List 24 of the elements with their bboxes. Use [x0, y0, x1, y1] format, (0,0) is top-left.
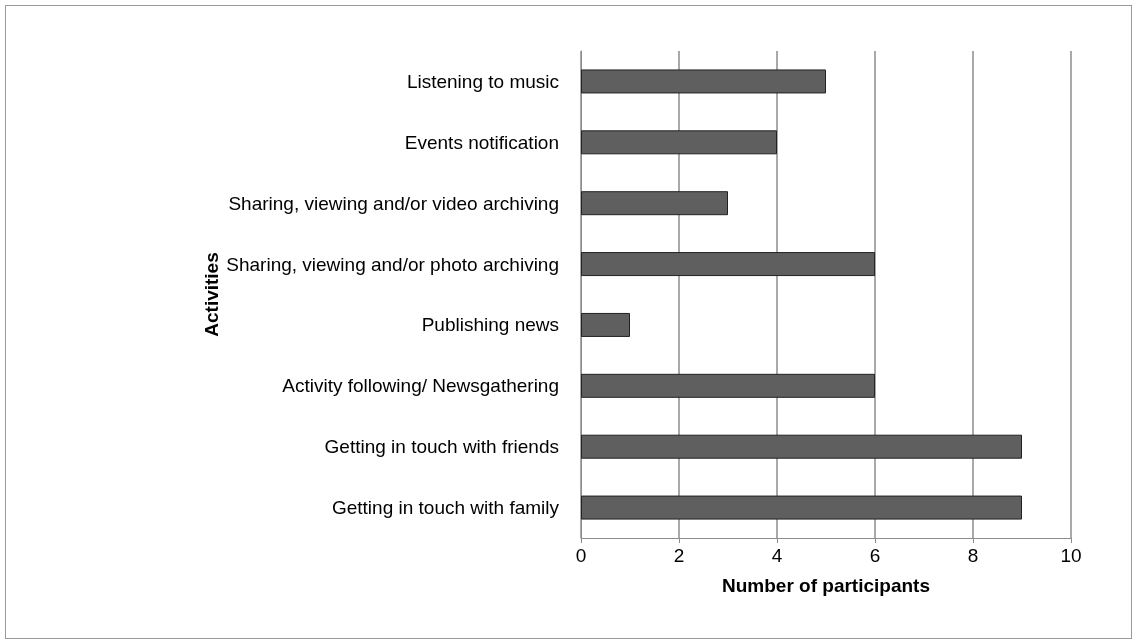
bar	[581, 434, 1022, 459]
y-tick-label: Sharing, viewing and/or photo archiving	[226, 253, 559, 275]
x-tick-label: 6	[869, 545, 881, 566]
x-tick-label: 2	[673, 545, 685, 566]
x-axis-title: Number of participants	[722, 575, 930, 596]
bar	[581, 373, 875, 398]
x-tick-label: 8	[967, 545, 979, 566]
bar	[581, 495, 1022, 520]
y-tick-label: Getting in touch with friends	[324, 436, 559, 458]
bar	[581, 69, 826, 94]
x-tick-label: 4	[771, 545, 783, 566]
y-tick-label: Events notification	[404, 131, 559, 153]
bar	[581, 312, 630, 337]
x-tick-label: 0	[575, 545, 587, 566]
y-tick-label: Getting in touch with family	[331, 497, 560, 519]
y-tick-label: Sharing, viewing and/or video archiving	[228, 192, 559, 214]
bar	[581, 252, 875, 277]
bar	[581, 191, 728, 216]
x-tick-label: 10	[1060, 545, 1082, 566]
y-axis-title: Activities	[201, 252, 222, 337]
y-tick-label: Listening to music	[406, 70, 559, 92]
y-tick-label: Publishing news	[421, 314, 559, 336]
y-tick-label: Activity following/ Newsgathering	[282, 375, 559, 397]
bar	[581, 130, 777, 155]
